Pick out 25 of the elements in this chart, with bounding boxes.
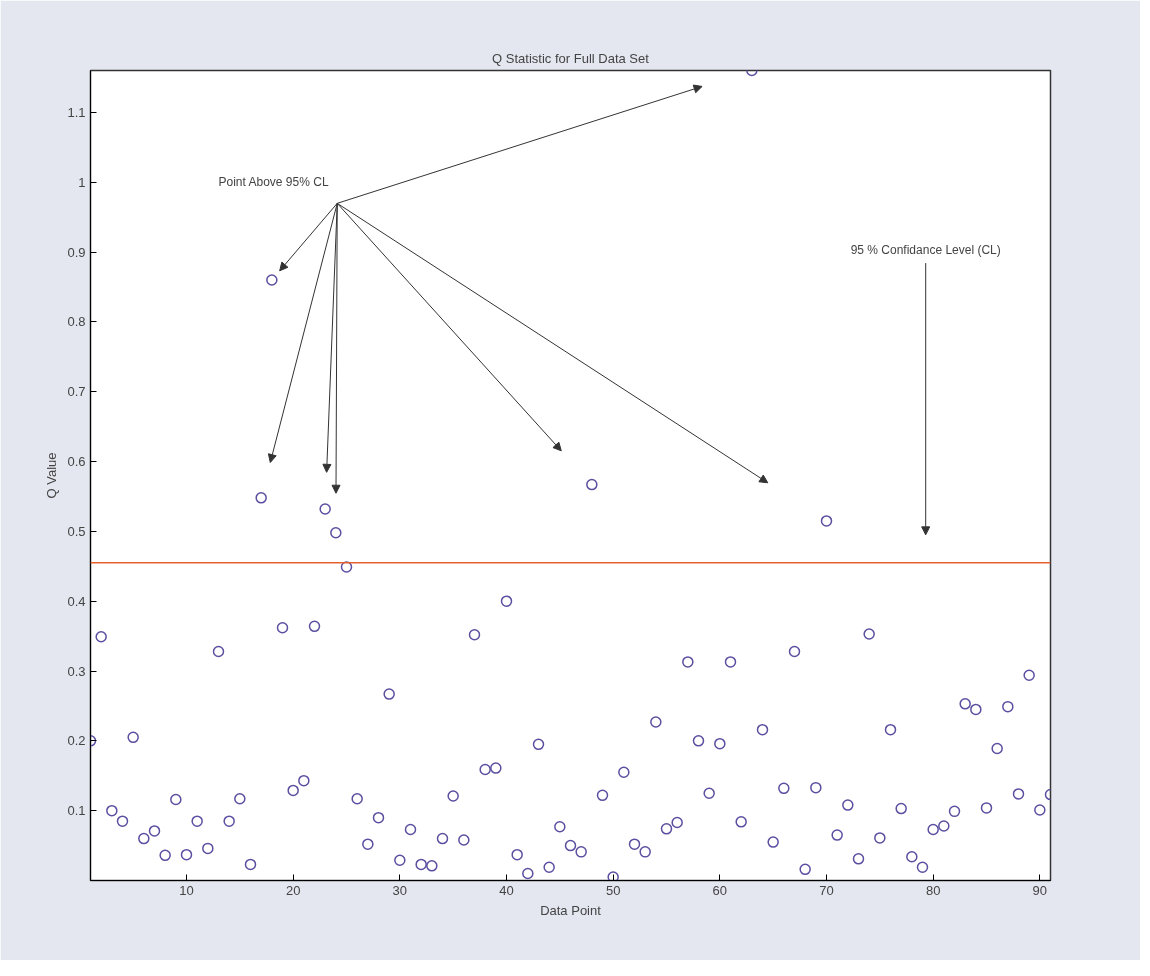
- y-tick-label: 0.2: [67, 733, 86, 749]
- y-tick-label: 0.3: [67, 663, 86, 679]
- x-tick-label: 10: [179, 882, 194, 898]
- x-tick-label: 50: [605, 882, 621, 898]
- y-tick-label: 1.1: [67, 104, 86, 120]
- annotation: Point Above 95% CL: [218, 175, 329, 190]
- y-axis-title: Q Value: [44, 452, 60, 499]
- y-tick-label: 0.4: [67, 593, 86, 609]
- x-tick-label: 40: [499, 882, 514, 898]
- x-tick-label: 60: [712, 882, 728, 898]
- y-tick-label: 1: [78, 174, 86, 190]
- x-tick-label: 70: [819, 882, 834, 898]
- x-tick-label: 30: [392, 882, 408, 898]
- y-tick-label: 0.8: [67, 314, 86, 330]
- y-tick-label: 0.9: [67, 244, 86, 260]
- x-tick-label: 80: [925, 882, 941, 898]
- x-tick-label: 20: [285, 882, 301, 898]
- y-tick-label: 0.7: [67, 384, 86, 400]
- y-tick-label: 0.1: [67, 803, 86, 819]
- y-tick-label: 0.5: [67, 523, 86, 539]
- x-axis-title: Data Point: [540, 902, 602, 918]
- y-tick-label: 0.6: [67, 454, 86, 470]
- x-tick-label: 90: [1032, 882, 1048, 898]
- chart-title: Q Statistic for Full Data Set: [492, 50, 650, 66]
- annotation: 95 % Confidance Level (CL): [850, 243, 1001, 258]
